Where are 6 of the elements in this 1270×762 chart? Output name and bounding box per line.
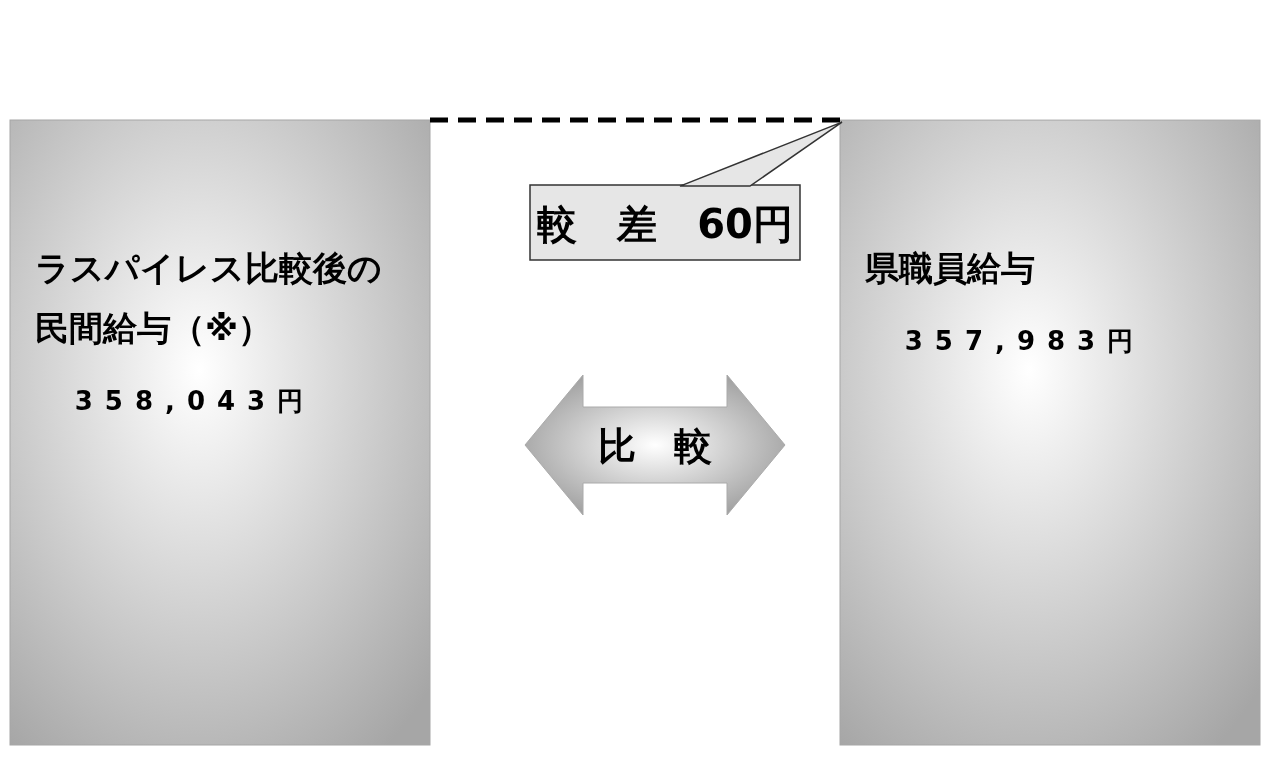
data-label: 358,043円 (74, 386, 316, 416)
x-tick-label: 県職員給与 (864, 248, 1035, 288)
annotation: 較 差 60円 (537, 200, 793, 247)
x-tick-label: ラスパイレス比較後の民間給与（※） (35, 248, 382, 348)
annotation: 比 較 (598, 424, 712, 468)
data-label: 357,983円 (904, 326, 1146, 356)
